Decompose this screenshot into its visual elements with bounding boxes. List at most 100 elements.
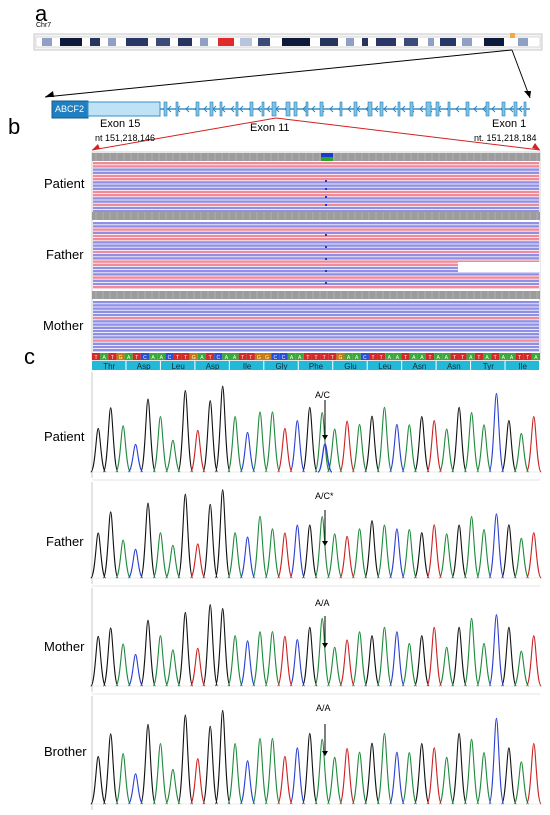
sequence-base [197,353,207,360]
amino-acid-label: Ile [519,362,528,370]
chromatogram-trace [189,416,542,473]
chromosome-band [178,38,192,46]
chromosome-band [200,38,208,46]
coverage-track [92,212,540,220]
sequence-base [263,353,272,360]
sequence-base-letter: A [510,355,514,361]
chromatogram-trace [127,392,505,473]
sequence-base-letter: T [95,355,98,361]
sequence-base [303,353,312,360]
chromatogram-trace [90,709,517,805]
sequence-base [124,353,133,360]
sequence-base [482,353,492,360]
read [93,270,539,273]
sequence-base [165,353,174,360]
read [93,313,539,317]
sequence-base [458,353,467,360]
sequence-base-letter: C [143,355,147,361]
chromatogram-trace [115,406,530,473]
sequence-base [230,353,239,360]
read [93,203,539,206]
read [93,210,539,213]
amino-acid-box [229,361,264,370]
zoom-line-right [511,49,531,99]
amino-acid-box [92,361,126,370]
sequence-base-letter: A [298,355,302,361]
gene-exon [163,101,168,117]
sequence-base-letter: T [209,355,212,361]
gene-exon [235,101,239,117]
sequence-base-letter: C [282,355,286,361]
gene-exon [209,101,214,117]
amino-acid-label: Asp [137,362,151,370]
chromosome-band [42,38,52,46]
read [93,171,539,174]
igv-label-mother: Mother [43,318,84,333]
sequence-base-letter: A [388,355,392,361]
read [93,263,539,266]
gene-arrow [374,105,379,113]
gene-arrow [266,105,271,113]
gene-exon [409,101,414,117]
gene-arrow [347,105,352,113]
read [93,168,539,171]
sequence-base [434,353,443,360]
gene-exon [435,101,440,117]
sequence-base-letter: T [176,355,179,361]
sequence-base-letter: T [461,355,464,361]
read [93,194,539,197]
read [93,273,539,276]
read [93,241,539,244]
sequence-base-letter: T [111,355,114,361]
amino-acid-label: Asn [412,362,426,370]
sequence-base [360,353,369,360]
sequence-base [222,353,231,360]
chromosome-band [108,38,116,46]
sequence-base [474,353,483,360]
read [93,234,539,238]
chromatogram-trace [189,742,542,805]
sequence-base [507,353,516,360]
sequence-base-letter: A [355,355,359,361]
chromosome-band [320,38,338,46]
sequence-base [181,353,190,360]
read [93,304,539,307]
gene-arrow [455,105,460,113]
coordinate-left: nt 151,218,146 [95,133,156,143]
read [93,190,539,194]
chromosome-band [484,38,504,46]
read [93,326,539,329]
sequence-base-letter: A [502,355,506,361]
sequence-base-letter: A [290,355,294,361]
sequence-base-letter: T [371,355,374,361]
chromatogram-label-brother: Brother [44,744,87,759]
sequence-base-letter: T [477,355,480,361]
variant-peak [317,443,333,473]
gene-exon [523,101,527,117]
amino-acid-box [126,361,160,370]
read [93,323,539,326]
read [93,307,539,310]
read [93,342,539,345]
amino-acid-box [505,361,539,370]
chromatogram-trace [90,489,517,579]
sequence-base-letter: A [469,355,473,361]
read [93,310,539,313]
chromosome-label: Chr7 [36,22,52,29]
sequence-base-letter: C [168,355,172,361]
sequence-base [320,353,329,360]
sequence-base [352,353,361,360]
sequence-base [393,353,402,360]
sequence-base-letter: C [216,355,220,361]
sequence-base-letter: T [453,355,456,361]
sequence-base [140,353,150,360]
gene-arrow [257,105,262,113]
read [93,276,539,279]
sequence-base [254,353,264,360]
chromatogram-trace [127,717,505,805]
sequence-base [311,353,321,360]
sequence-base-letter: A [420,355,424,361]
gene-arrow [185,105,190,113]
sequence-base [116,353,125,360]
